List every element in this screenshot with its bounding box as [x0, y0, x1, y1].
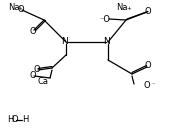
Text: Na: Na: [116, 4, 127, 13]
Text: O: O: [12, 116, 19, 124]
Text: ⁻O: ⁻O: [99, 14, 110, 23]
Text: O: O: [30, 26, 36, 36]
Text: +: +: [17, 6, 22, 11]
Text: O: O: [34, 65, 40, 75]
Text: O: O: [144, 80, 150, 90]
Text: N: N: [104, 38, 110, 46]
Text: O: O: [145, 62, 151, 70]
Text: Ca: Ca: [37, 77, 48, 87]
Text: ⁻: ⁻: [152, 83, 155, 88]
Text: +: +: [126, 6, 131, 11]
Text: N: N: [61, 38, 67, 46]
Text: O: O: [18, 6, 25, 14]
Text: O: O: [30, 70, 36, 80]
Text: O: O: [145, 6, 151, 16]
Text: Na: Na: [8, 4, 19, 13]
Text: H: H: [7, 116, 13, 124]
Text: H: H: [22, 116, 28, 124]
